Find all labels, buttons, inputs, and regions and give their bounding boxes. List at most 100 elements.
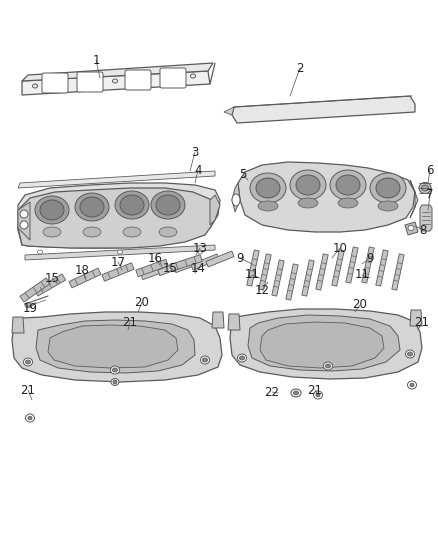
- Text: 20: 20: [134, 295, 149, 309]
- Ellipse shape: [296, 175, 320, 195]
- Ellipse shape: [250, 173, 286, 203]
- Ellipse shape: [113, 380, 117, 384]
- FancyBboxPatch shape: [160, 68, 186, 88]
- FancyBboxPatch shape: [125, 70, 151, 90]
- Ellipse shape: [40, 200, 64, 220]
- Ellipse shape: [421, 185, 428, 191]
- Polygon shape: [18, 171, 215, 188]
- Polygon shape: [22, 71, 210, 95]
- Text: 20: 20: [353, 298, 367, 311]
- Text: 11: 11: [354, 269, 370, 281]
- Text: 6: 6: [426, 164, 434, 176]
- Polygon shape: [410, 180, 418, 218]
- Polygon shape: [210, 195, 220, 225]
- Polygon shape: [36, 320, 195, 373]
- Text: 19: 19: [22, 302, 38, 314]
- Ellipse shape: [201, 356, 209, 364]
- Polygon shape: [206, 251, 234, 267]
- Ellipse shape: [25, 414, 35, 422]
- Ellipse shape: [325, 364, 331, 368]
- Text: 21: 21: [414, 316, 430, 328]
- Polygon shape: [405, 222, 418, 235]
- Ellipse shape: [75, 193, 109, 221]
- Polygon shape: [238, 162, 415, 232]
- Ellipse shape: [419, 182, 431, 193]
- Polygon shape: [224, 107, 234, 115]
- Polygon shape: [228, 314, 240, 330]
- Polygon shape: [18, 188, 215, 248]
- Ellipse shape: [111, 378, 119, 385]
- Polygon shape: [212, 312, 224, 328]
- Ellipse shape: [156, 195, 180, 215]
- Text: 17: 17: [110, 255, 126, 269]
- Polygon shape: [272, 260, 284, 296]
- Text: 21: 21: [123, 316, 138, 328]
- Text: 11: 11: [244, 269, 259, 281]
- Text: 16: 16: [148, 252, 162, 264]
- Ellipse shape: [110, 366, 120, 374]
- Ellipse shape: [378, 201, 398, 211]
- Polygon shape: [102, 263, 134, 281]
- Ellipse shape: [20, 210, 28, 218]
- Ellipse shape: [370, 173, 406, 203]
- Text: 12: 12: [254, 284, 269, 296]
- Text: 10: 10: [332, 241, 347, 254]
- Ellipse shape: [123, 227, 141, 237]
- Ellipse shape: [83, 227, 101, 237]
- Polygon shape: [136, 259, 168, 277]
- Ellipse shape: [117, 250, 123, 254]
- Ellipse shape: [35, 196, 69, 224]
- Polygon shape: [69, 268, 101, 288]
- Text: 15: 15: [45, 271, 60, 285]
- Polygon shape: [232, 96, 415, 123]
- Polygon shape: [158, 261, 186, 276]
- Polygon shape: [260, 322, 384, 368]
- Text: 9: 9: [236, 252, 244, 264]
- Ellipse shape: [316, 393, 320, 397]
- Ellipse shape: [298, 198, 318, 208]
- Text: 8: 8: [419, 223, 427, 237]
- Ellipse shape: [120, 195, 144, 215]
- Polygon shape: [232, 183, 240, 212]
- Polygon shape: [259, 254, 271, 290]
- Polygon shape: [25, 245, 215, 260]
- Polygon shape: [191, 254, 219, 270]
- Ellipse shape: [240, 356, 244, 360]
- Polygon shape: [302, 260, 314, 296]
- Polygon shape: [410, 310, 422, 326]
- Text: 13: 13: [193, 241, 208, 254]
- Ellipse shape: [314, 391, 322, 399]
- Ellipse shape: [202, 358, 208, 362]
- Polygon shape: [248, 315, 400, 371]
- Text: 5: 5: [239, 168, 247, 182]
- Text: 9: 9: [366, 252, 374, 264]
- Ellipse shape: [376, 178, 400, 198]
- Ellipse shape: [406, 350, 414, 358]
- Text: 22: 22: [265, 385, 279, 399]
- Ellipse shape: [408, 225, 414, 230]
- Polygon shape: [392, 254, 404, 290]
- Ellipse shape: [290, 170, 326, 200]
- Ellipse shape: [407, 352, 413, 356]
- FancyBboxPatch shape: [77, 72, 103, 92]
- Polygon shape: [362, 247, 374, 283]
- Polygon shape: [316, 254, 328, 290]
- Polygon shape: [286, 264, 298, 300]
- Text: 2: 2: [296, 61, 304, 75]
- Ellipse shape: [38, 250, 42, 254]
- Ellipse shape: [258, 201, 278, 211]
- Polygon shape: [230, 309, 422, 379]
- Polygon shape: [12, 317, 24, 333]
- Text: 21: 21: [307, 384, 322, 397]
- Polygon shape: [12, 312, 222, 382]
- Text: 18: 18: [74, 263, 89, 277]
- FancyBboxPatch shape: [42, 73, 68, 93]
- Polygon shape: [174, 257, 202, 272]
- Ellipse shape: [198, 250, 202, 254]
- Text: 21: 21: [21, 384, 35, 397]
- Ellipse shape: [410, 383, 414, 387]
- Polygon shape: [247, 250, 259, 286]
- Polygon shape: [35, 274, 66, 296]
- Ellipse shape: [25, 303, 31, 308]
- Ellipse shape: [80, 197, 104, 217]
